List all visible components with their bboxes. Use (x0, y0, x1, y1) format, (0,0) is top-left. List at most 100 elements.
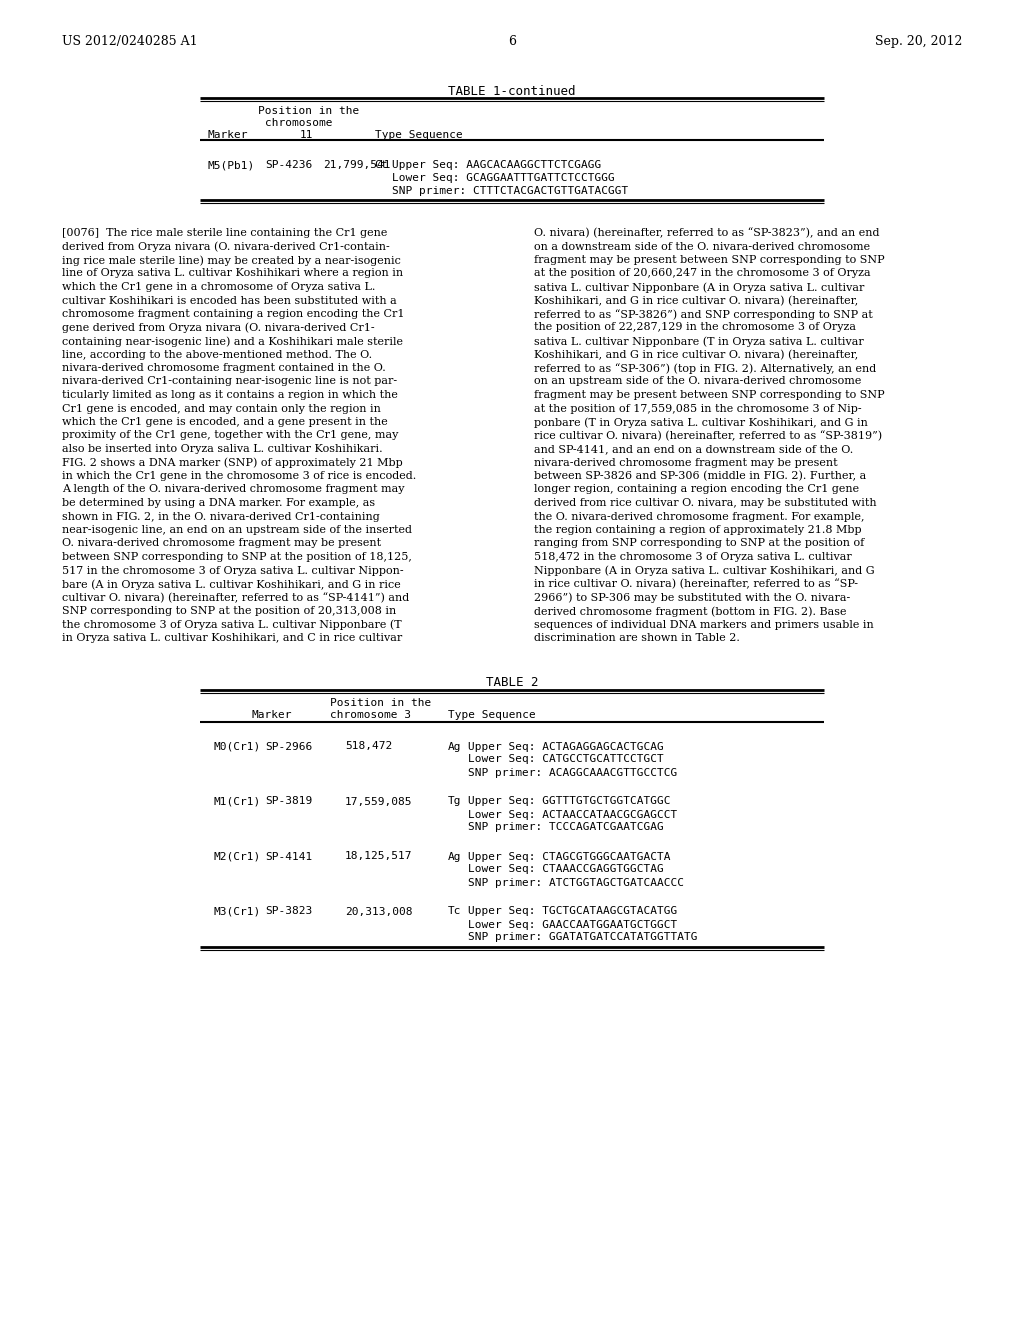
Text: Upper Seq: CTAGCGTGGGCAATGACTA: Upper Seq: CTAGCGTGGGCAATGACTA (468, 851, 671, 862)
Text: A length of the O. nivara-derived chromosome fragment may: A length of the O. nivara-derived chromo… (62, 484, 404, 495)
Text: the chromosome 3 of Oryza sativa L. cultivar Nipponbare (T: the chromosome 3 of Oryza sativa L. cult… (62, 619, 401, 630)
Text: be determined by using a DNA marker. For example, as: be determined by using a DNA marker. For… (62, 498, 375, 508)
Text: SP-2966: SP-2966 (265, 742, 312, 751)
Text: in rice cultivar O. nivara) (hereinafter, referred to as “SP-: in rice cultivar O. nivara) (hereinafter… (534, 579, 858, 590)
Text: SP-3819: SP-3819 (265, 796, 312, 807)
Text: derived chromosome fragment (bottom in FIG. 2). Base: derived chromosome fragment (bottom in F… (534, 606, 847, 616)
Text: O. nivara) (hereinafter, referred to as “SP-3823”), and an end: O. nivara) (hereinafter, referred to as … (534, 228, 880, 239)
Text: Lower Seq: ACTAACCATAACGCGAGCCT: Lower Seq: ACTAACCATAACGCGAGCCT (468, 809, 677, 820)
Text: Lower Seq: GAACCAATGGAATGCTGGCT: Lower Seq: GAACCAATGGAATGCTGGCT (468, 920, 677, 929)
Text: discrimination are shown in Table 2.: discrimination are shown in Table 2. (534, 634, 740, 643)
Text: at the position of 20,660,247 in the chromosome 3 of Oryza: at the position of 20,660,247 in the chr… (534, 268, 870, 279)
Text: line of Oryza sativa L. cultivar Koshihikari where a region in: line of Oryza sativa L. cultivar Koshihi… (62, 268, 403, 279)
Text: cultivar O. nivara) (hereinafter, referred to as “SP-4141”) and: cultivar O. nivara) (hereinafter, referr… (62, 593, 410, 603)
Text: Lower Seq: CATGCCTGCATTCCTGCT: Lower Seq: CATGCCTGCATTCCTGCT (468, 755, 664, 764)
Text: bare (A in Oryza sativa L. cultivar Koshihikari, and G in rice: bare (A in Oryza sativa L. cultivar Kosh… (62, 579, 400, 590)
Text: SP-3823: SP-3823 (265, 907, 312, 916)
Text: between SP-3826 and SP-306 (middle in FIG. 2). Further, a: between SP-3826 and SP-306 (middle in FI… (534, 471, 866, 482)
Text: M1(Cr1): M1(Cr1) (213, 796, 260, 807)
Text: nivara-derived Cr1-containing near-isogenic line is not par-: nivara-derived Cr1-containing near-isoge… (62, 376, 397, 387)
Text: and SP-4141, and an end on a downstream side of the O.: and SP-4141, and an end on a downstream … (534, 444, 853, 454)
Text: at the position of 17,559,085 in the chromosome 3 of Nip-: at the position of 17,559,085 in the chr… (534, 404, 861, 413)
Text: FIG. 2 shows a DNA marker (SNP) of approximately 21 Mbp: FIG. 2 shows a DNA marker (SNP) of appro… (62, 458, 402, 469)
Text: TABLE 2: TABLE 2 (485, 676, 539, 689)
Text: Koshihikari, and G in rice cultivar O. nivara) (hereinafter,: Koshihikari, and G in rice cultivar O. n… (534, 296, 858, 306)
Text: O. nivara-derived chromosome fragment may be present: O. nivara-derived chromosome fragment ma… (62, 539, 381, 549)
Text: TABLE 1-continued: TABLE 1-continued (449, 84, 575, 98)
Text: SNP primer: CTTTCTACGACTGTTGATACGGT: SNP primer: CTTTCTACGACTGTTGATACGGT (392, 186, 629, 195)
Text: referred to as “SP-3826”) and SNP corresponding to SNP at: referred to as “SP-3826”) and SNP corres… (534, 309, 872, 319)
Text: 18,125,517: 18,125,517 (345, 851, 413, 862)
Text: Lower Seq: CTAAACCGAGGTGGCTAG: Lower Seq: CTAAACCGAGGTGGCTAG (468, 865, 664, 874)
Text: the region containing a region of approximately 21.8 Mbp: the region containing a region of approx… (534, 525, 861, 535)
Text: derived from rice cultivar O. nivara, may be substituted with: derived from rice cultivar O. nivara, ma… (534, 498, 877, 508)
Text: SNP primer: ATCTGGTAGCTGATCAACCC: SNP primer: ATCTGGTAGCTGATCAACCC (468, 878, 684, 887)
Text: longer region, containing a region encoding the Cr1 gene: longer region, containing a region encod… (534, 484, 859, 495)
Text: containing near-isogenic line) and a Koshihikari male sterile: containing near-isogenic line) and a Kos… (62, 337, 403, 347)
Text: Ct: Ct (374, 160, 387, 170)
Text: fragment may be present between SNP corresponding to SNP: fragment may be present between SNP corr… (534, 389, 885, 400)
Text: chromosome fragment containing a region encoding the Cr1: chromosome fragment containing a region … (62, 309, 404, 319)
Text: Koshihikari, and G in rice cultivar O. nivara) (hereinafter,: Koshihikari, and G in rice cultivar O. n… (534, 350, 858, 360)
Text: referred to as “SP-306”) (top in FIG. 2). Alternatively, an end: referred to as “SP-306”) (top in FIG. 2)… (534, 363, 877, 374)
Text: Upper Seq: GGTTTGTGCTGGTCATGGC: Upper Seq: GGTTTGTGCTGGTCATGGC (468, 796, 671, 807)
Text: derived from Oryza nivara (O. nivara-derived Cr1-contain-: derived from Oryza nivara (O. nivara-der… (62, 242, 390, 252)
Text: Marker: Marker (252, 710, 293, 719)
Text: sativa L. cultivar Nipponbare (A in Oryza sativa L. cultivar: sativa L. cultivar Nipponbare (A in Oryz… (534, 282, 864, 293)
Text: 20,313,008: 20,313,008 (345, 907, 413, 916)
Text: between SNP corresponding to SNP at the position of 18,125,: between SNP corresponding to SNP at the … (62, 552, 412, 562)
Text: sequences of individual DNA markers and primers usable in: sequences of individual DNA markers and … (534, 619, 873, 630)
Text: in Oryza sativa L. cultivar Koshihikari, and C in rice cultivar: in Oryza sativa L. cultivar Koshihikari,… (62, 634, 402, 643)
Text: Cr1 gene is encoded, and may contain only the region in: Cr1 gene is encoded, and may contain onl… (62, 404, 381, 413)
Text: SNP corresponding to SNP at the position of 20,313,008 in: SNP corresponding to SNP at the position… (62, 606, 396, 616)
Text: nivara-derived chromosome fragment contained in the O.: nivara-derived chromosome fragment conta… (62, 363, 386, 374)
Text: which the Cr1 gene in a chromosome of Oryza sativa L.: which the Cr1 gene in a chromosome of Or… (62, 282, 376, 292)
Text: SP-4141: SP-4141 (265, 851, 312, 862)
Text: rice cultivar O. nivara) (hereinafter, referred to as “SP-3819”): rice cultivar O. nivara) (hereinafter, r… (534, 430, 882, 441)
Text: Type Sequence: Type Sequence (375, 129, 463, 140)
Text: Position in the: Position in the (330, 697, 431, 708)
Text: gene derived from Oryza nivara (O. nivara-derived Cr1-: gene derived from Oryza nivara (O. nivar… (62, 322, 375, 333)
Text: Lower Seq: GCAGGAATTTGATTCTCCTGGG: Lower Seq: GCAGGAATTTGATTCTCCTGGG (392, 173, 614, 183)
Text: 6: 6 (508, 36, 516, 48)
Text: 11: 11 (300, 129, 313, 140)
Text: SNP primer: ACAGGCAAACGTTGCCTCG: SNP primer: ACAGGCAAACGTTGCCTCG (468, 767, 677, 777)
Text: Tg: Tg (449, 796, 462, 807)
Text: SNP primer: GGATATGATCCATATGGTTATG: SNP primer: GGATATGATCCATATGGTTATG (468, 932, 697, 942)
Text: Position in the: Position in the (258, 106, 359, 116)
Text: near-isogenic line, an end on an upstream side of the inserted: near-isogenic line, an end on an upstrea… (62, 525, 412, 535)
Text: in which the Cr1 gene in the chromosome 3 of rice is encoded.: in which the Cr1 gene in the chromosome … (62, 471, 416, 480)
Text: on an upstream side of the O. nivara-derived chromosome: on an upstream side of the O. nivara-der… (534, 376, 861, 387)
Text: proximity of the Cr1 gene, together with the Cr1 gene, may: proximity of the Cr1 gene, together with… (62, 430, 398, 441)
Text: the position of 22,287,129 in the chromosome 3 of Oryza: the position of 22,287,129 in the chromo… (534, 322, 856, 333)
Text: ponbare (T in Oryza sativa L. cultivar Koshihikari, and G in: ponbare (T in Oryza sativa L. cultivar K… (534, 417, 868, 428)
Text: on a downstream side of the O. nivara-derived chromosome: on a downstream side of the O. nivara-de… (534, 242, 870, 252)
Text: Nipponbare (A in Oryza sativa L. cultivar Koshihikari, and G: Nipponbare (A in Oryza sativa L. cultiva… (534, 565, 874, 576)
Text: cultivar Koshihikari is encoded has been substituted with a: cultivar Koshihikari is encoded has been… (62, 296, 396, 305)
Text: Upper Seq: ACTAGAGGAGCACTGCAG: Upper Seq: ACTAGAGGAGCACTGCAG (468, 742, 664, 751)
Text: SNP primer: TCCCAGATCGAATCGAG: SNP primer: TCCCAGATCGAATCGAG (468, 822, 664, 833)
Text: ranging from SNP corresponding to SNP at the position of: ranging from SNP corresponding to SNP at… (534, 539, 864, 549)
Text: 518,472: 518,472 (345, 742, 392, 751)
Text: ing rice male sterile line) may be created by a near-isogenic: ing rice male sterile line) may be creat… (62, 255, 400, 265)
Text: chromosome: chromosome (265, 117, 333, 128)
Text: M0(Cr1): M0(Cr1) (213, 742, 260, 751)
Text: ticularly limited as long as it contains a region in which the: ticularly limited as long as it contains… (62, 389, 398, 400)
Text: 517 in the chromosome 3 of Oryza sativa L. cultivar Nippon-: 517 in the chromosome 3 of Oryza sativa … (62, 565, 403, 576)
Text: Ag: Ag (449, 742, 462, 751)
Text: chromosome 3: chromosome 3 (330, 710, 411, 719)
Text: which the Cr1 gene is encoded, and a gene present in the: which the Cr1 gene is encoded, and a gen… (62, 417, 388, 426)
Text: M5(Pb1): M5(Pb1) (208, 160, 255, 170)
Text: line, according to the above-mentioned method. The O.: line, according to the above-mentioned m… (62, 350, 372, 359)
Text: SP-4236: SP-4236 (265, 160, 312, 170)
Text: the O. nivara-derived chromosome fragment. For example,: the O. nivara-derived chromosome fragmen… (534, 511, 864, 521)
Text: M3(Cr1): M3(Cr1) (213, 907, 260, 916)
Text: 518,472 in the chromosome 3 of Oryza sativa L. cultivar: 518,472 in the chromosome 3 of Oryza sat… (534, 552, 852, 562)
Text: shown in FIG. 2, in the O. nivara-derived Cr1-containing: shown in FIG. 2, in the O. nivara-derive… (62, 511, 380, 521)
Text: [0076]  The rice male sterile line containing the Cr1 gene: [0076] The rice male sterile line contai… (62, 228, 387, 238)
Text: Marker: Marker (208, 129, 249, 140)
Text: US 2012/0240285 A1: US 2012/0240285 A1 (62, 36, 198, 48)
Text: Upper Seq: AAGCACAAGGCTTCTCGAGG: Upper Seq: AAGCACAAGGCTTCTCGAGG (392, 160, 601, 170)
Text: Ag: Ag (449, 851, 462, 862)
Text: 2966”) to SP-306 may be substituted with the O. nivara-: 2966”) to SP-306 may be substituted with… (534, 593, 850, 603)
